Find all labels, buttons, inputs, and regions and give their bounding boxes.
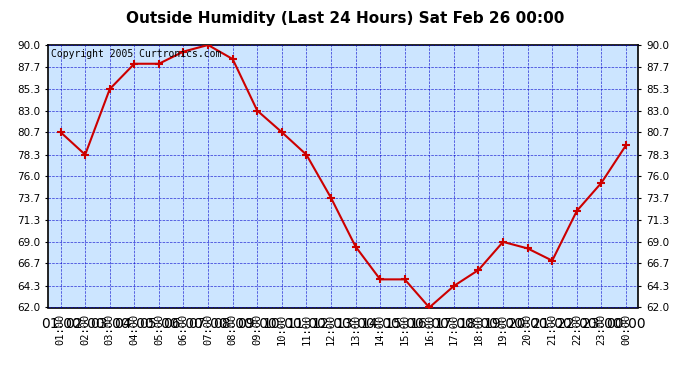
Text: Copyright 2005 Curtronics.com: Copyright 2005 Curtronics.com — [51, 49, 221, 59]
Text: Outside Humidity (Last 24 Hours) Sat Feb 26 00:00: Outside Humidity (Last 24 Hours) Sat Feb… — [126, 11, 564, 26]
